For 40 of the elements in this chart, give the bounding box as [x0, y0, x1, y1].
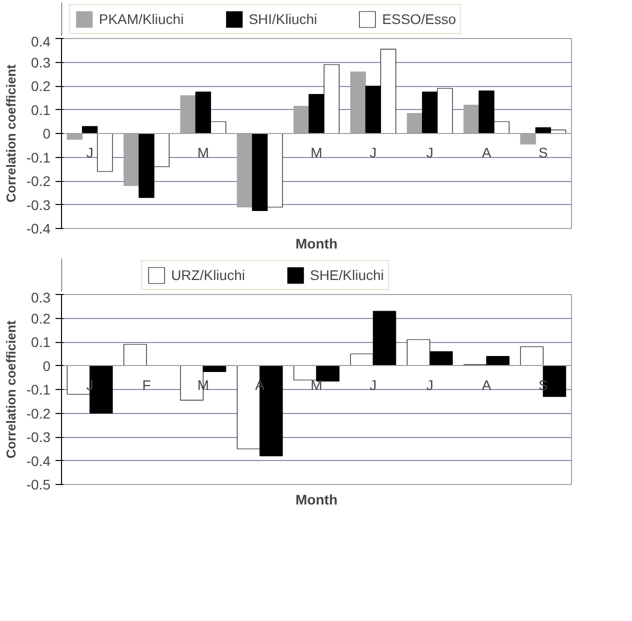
y-tick-label: -0.4 — [26, 220, 51, 236]
x-tick-label: M — [197, 144, 210, 160]
y-tick-label: 0.1 — [31, 334, 51, 350]
legend-label: PKAM/Kliuchi — [98, 11, 184, 27]
y-tick-label: -0.3 — [26, 196, 51, 213]
y-tick-label: -0.1 — [26, 382, 51, 398]
x-tick-label: M — [310, 144, 322, 160]
y-tick-label: -0.2 — [26, 173, 51, 189]
legend-label: URZ/Kliuchi — [171, 267, 245, 283]
legend-label: SHE/Kliuchi — [310, 267, 384, 283]
x-tick-label: A — [482, 144, 492, 160]
y-tick-label: -0.2 — [26, 405, 51, 422]
x-tick-label: J — [370, 144, 377, 160]
x-tick-label: F — [142, 376, 151, 393]
y-axis-title: Correlation coefficient — [3, 320, 18, 458]
y-tick-label: 0.3 — [31, 54, 51, 70]
y-tick-label: 0.1 — [31, 102, 51, 118]
x-tick-label: M — [310, 376, 322, 393]
x-tick-label: J — [426, 376, 434, 393]
x-tick-label: J — [86, 144, 94, 160]
y-tick-label: -0.1 — [26, 149, 51, 166]
y-tick-label: 0.2 — [31, 78, 51, 94]
x-tick-label: A — [482, 376, 492, 393]
x-tick-label: J — [370, 376, 377, 393]
legend-label: ESSO/Esso — [382, 11, 456, 27]
y-tick-label: 0 — [42, 358, 51, 374]
x-tick-label: S — [538, 144, 548, 160]
y-tick-label: 0 — [42, 126, 51, 142]
x-axis-title: Month — [296, 492, 338, 508]
x-tick-label: J — [426, 144, 434, 160]
x-axis-title: Month — [296, 236, 338, 252]
legend-label: SHI/Kliuchi — [248, 11, 318, 27]
y-tick-label: -0.4 — [26, 452, 51, 469]
y-tick-label: -0.5 — [26, 476, 51, 492]
y-tick-label: 0.2 — [31, 310, 51, 326]
y-axis-title: Correlation coefficient — [3, 64, 18, 202]
y-tick-label: 0.3 — [31, 290, 51, 306]
y-tick-label: -0.3 — [26, 429, 51, 445]
y-tick-label: 0.4 — [31, 34, 51, 50]
x-tick-label: J — [86, 376, 94, 393]
